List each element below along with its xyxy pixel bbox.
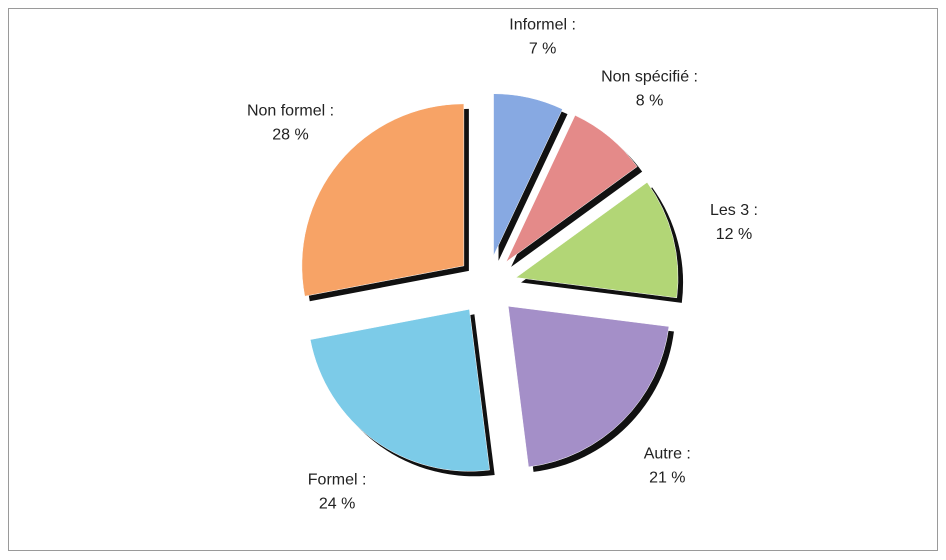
slice-label: Non formel : bbox=[247, 103, 334, 120]
slice-value-label: 21 % bbox=[649, 470, 685, 487]
slice-value-label: 12 % bbox=[716, 226, 752, 243]
slice-label: Non spécifié : bbox=[601, 69, 698, 86]
slice-value-label: 7 % bbox=[529, 40, 557, 57]
slice-value-label: 24 % bbox=[319, 496, 355, 513]
slice bbox=[301, 103, 465, 297]
slice-label: Informel : bbox=[509, 16, 576, 33]
slice bbox=[507, 305, 670, 468]
slice-label: Les 3 : bbox=[710, 202, 758, 219]
slice bbox=[493, 93, 563, 256]
slice-value-label: 28 % bbox=[272, 127, 308, 144]
slice-label: Formel : bbox=[308, 472, 367, 489]
slice bbox=[309, 308, 490, 472]
slice-value-label: 8 % bbox=[636, 93, 664, 110]
slice bbox=[505, 114, 638, 263]
slice bbox=[515, 181, 679, 299]
slice-label: Autre : bbox=[644, 446, 691, 463]
